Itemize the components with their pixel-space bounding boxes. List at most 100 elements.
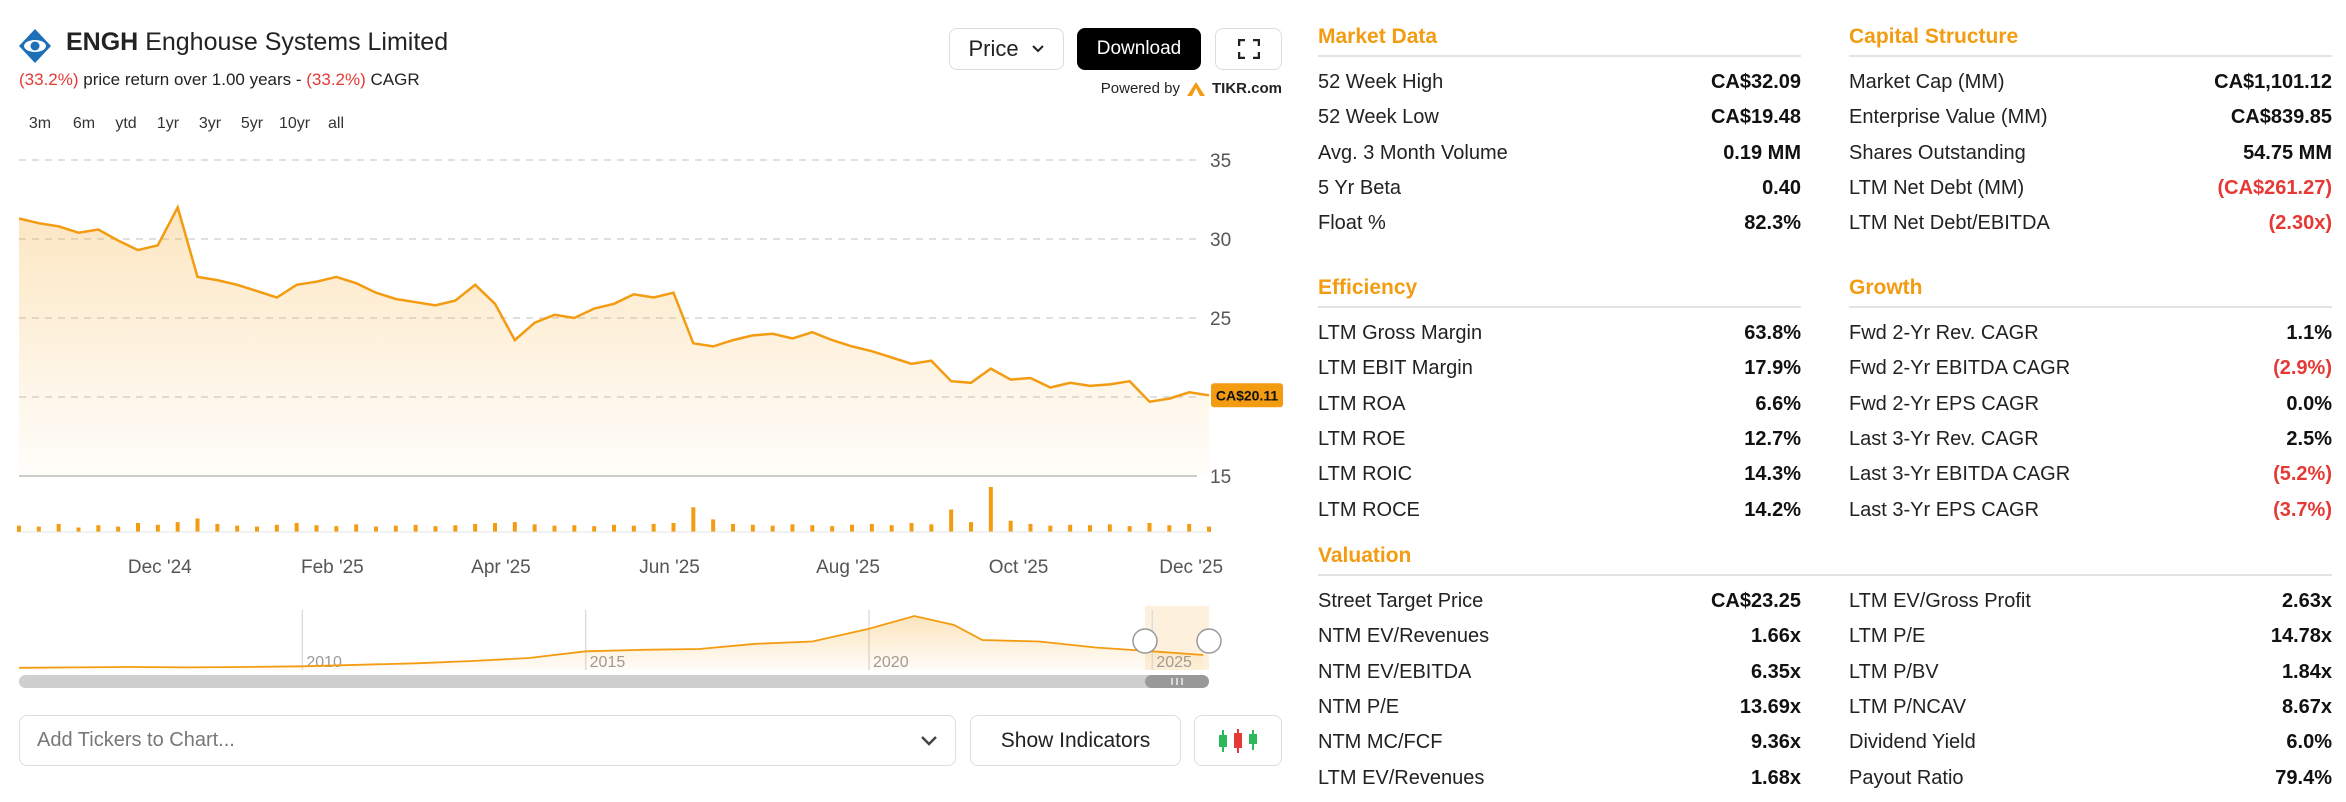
volume-bar bbox=[1068, 524, 1073, 532]
volume-bar bbox=[592, 526, 597, 532]
section-title: Growth bbox=[1849, 276, 1923, 299]
range-button[interactable]: 10yr bbox=[279, 115, 311, 132]
indicators-label: Show Indicators bbox=[1000, 728, 1151, 752]
row-value: 6.0% bbox=[2286, 731, 2332, 754]
row-value: 14.2% bbox=[1744, 498, 1801, 521]
row-label: LTM P/E bbox=[1849, 625, 1926, 648]
title: ENGH Enghouse Systems Limited bbox=[66, 28, 448, 57]
row-label: Shares Outstanding bbox=[1849, 141, 2026, 164]
row-value: CA$839.85 bbox=[2230, 106, 2332, 129]
y-tick-label: 25 bbox=[1210, 309, 1231, 330]
placeholder: Add Tickers to Chart... bbox=[37, 729, 235, 751]
row-value: 1.68x bbox=[1750, 766, 1801, 789]
volume-bar bbox=[17, 525, 21, 532]
navigator-area bbox=[19, 616, 1204, 670]
row-label: Fwd 2-Yr Rev. CAGR bbox=[1849, 322, 2039, 344]
volume-bar bbox=[929, 524, 934, 532]
volume-bar bbox=[631, 525, 636, 532]
range-button[interactable]: 6m bbox=[72, 115, 96, 132]
price-area bbox=[19, 207, 1209, 476]
navigator-handle[interactable] bbox=[1196, 628, 1222, 654]
volume-bar bbox=[850, 524, 854, 532]
row-value: 79.4% bbox=[2275, 766, 2332, 789]
range-button[interactable]: 3m bbox=[28, 115, 52, 132]
price-dropdown[interactable]: Price bbox=[949, 28, 1064, 70]
row-value: 82.3% bbox=[1744, 212, 1801, 235]
row-value: 0.0% bbox=[2286, 392, 2332, 415]
volume-bar bbox=[1127, 526, 1132, 532]
volume-bar bbox=[255, 526, 259, 532]
row-value: 63.8% bbox=[1744, 322, 1801, 344]
volume-bar bbox=[552, 525, 557, 532]
volume-bar bbox=[691, 507, 696, 532]
range-button[interactable]: all bbox=[327, 115, 344, 132]
row-label: LTM Net Debt (MM) bbox=[1849, 176, 2025, 199]
chevron bbox=[921, 735, 937, 746]
fullscreen-button[interactable] bbox=[1215, 28, 1282, 70]
row-label: Market Cap (MM) bbox=[1849, 71, 2005, 93]
range-button[interactable]: 1yr bbox=[156, 115, 180, 132]
volume-bar bbox=[56, 523, 61, 532]
volume-bar bbox=[532, 524, 537, 532]
row-label: LTM EBIT Margin bbox=[1318, 357, 1473, 380]
volume-bar bbox=[413, 524, 418, 532]
row-value: CA$32.09 bbox=[1710, 71, 1801, 93]
y-tick-label: 15 bbox=[1210, 467, 1231, 488]
volume-bar bbox=[1147, 523, 1152, 532]
volume-bar bbox=[195, 518, 200, 532]
row-label: LTM ROIC bbox=[1318, 463, 1413, 486]
volume-bar bbox=[711, 519, 716, 532]
row-label: Last 3-Yr EBITDA CAGR bbox=[1849, 463, 2071, 486]
range-button[interactable]: 3yr bbox=[198, 115, 222, 132]
row-value: 1.84x bbox=[2281, 660, 2332, 683]
cagr-text: CAGR bbox=[370, 70, 420, 89]
volume-bar bbox=[869, 523, 874, 532]
row-label: LTM Gross Margin bbox=[1318, 322, 1483, 344]
row-value: 8.67x bbox=[2281, 695, 2332, 718]
section-title: Market Data bbox=[1318, 25, 1438, 48]
volume-bar bbox=[1107, 524, 1112, 532]
volume-bar bbox=[334, 526, 339, 532]
volume-bar bbox=[235, 525, 240, 532]
ticker: ENGH bbox=[66, 28, 139, 56]
range-button[interactable]: ytd bbox=[115, 115, 137, 132]
row-label: LTM ROE bbox=[1318, 427, 1406, 450]
volume-bar bbox=[770, 525, 775, 532]
row-value: 9.36x bbox=[1750, 731, 1801, 754]
row-value: (2.30x) bbox=[2268, 212, 2332, 235]
row-label: Last 3-Yr EPS CAGR bbox=[1849, 498, 2040, 521]
row-value: 14.78x bbox=[2270, 625, 2332, 648]
row-label: Last 3-Yr Rev. CAGR bbox=[1849, 427, 2039, 450]
scrollbar bbox=[19, 675, 1209, 688]
volume-bar bbox=[1008, 520, 1013, 532]
row-label: LTM P/BV bbox=[1849, 660, 1939, 683]
volume-bar bbox=[433, 526, 438, 532]
candlestick-button[interactable] bbox=[1194, 715, 1282, 766]
volume-bar bbox=[750, 524, 755, 532]
volume-bar bbox=[175, 522, 180, 532]
volume-bar bbox=[453, 525, 458, 532]
volume-bar bbox=[1207, 526, 1211, 532]
indicators-button[interactable]: Show Indicators bbox=[970, 715, 1181, 766]
row-label: LTM P/NCAV bbox=[1849, 695, 1967, 718]
ticker-input[interactable]: Add Tickers to Chart... bbox=[19, 715, 956, 766]
volume-bar bbox=[155, 524, 160, 532]
x-tick-label: Jun '25 bbox=[639, 557, 700, 578]
x-tick-label: Oct '25 bbox=[989, 557, 1049, 578]
navigator-handle[interactable] bbox=[1132, 628, 1158, 654]
row-label: Fwd 2-Yr EBITDA CAGR bbox=[1849, 357, 2071, 380]
candlestick-icon bbox=[1219, 728, 1257, 753]
row-label: Avg. 3 Month Volume bbox=[1318, 141, 1508, 164]
row-label: LTM ROCE bbox=[1318, 498, 1420, 521]
row-label: Float % bbox=[1318, 212, 1386, 235]
range-button[interactable]: 5yr bbox=[240, 115, 264, 132]
x-tick-label: Dec '24 bbox=[128, 557, 192, 578]
brand-logo bbox=[1186, 81, 1205, 96]
volume-bar bbox=[354, 524, 359, 532]
volume-bar bbox=[1167, 525, 1172, 532]
volume-bar bbox=[1088, 525, 1092, 532]
download-button[interactable]: Download bbox=[1077, 28, 1201, 70]
volume-bar bbox=[1028, 523, 1033, 532]
row-value: (2.9%) bbox=[2273, 357, 2332, 380]
